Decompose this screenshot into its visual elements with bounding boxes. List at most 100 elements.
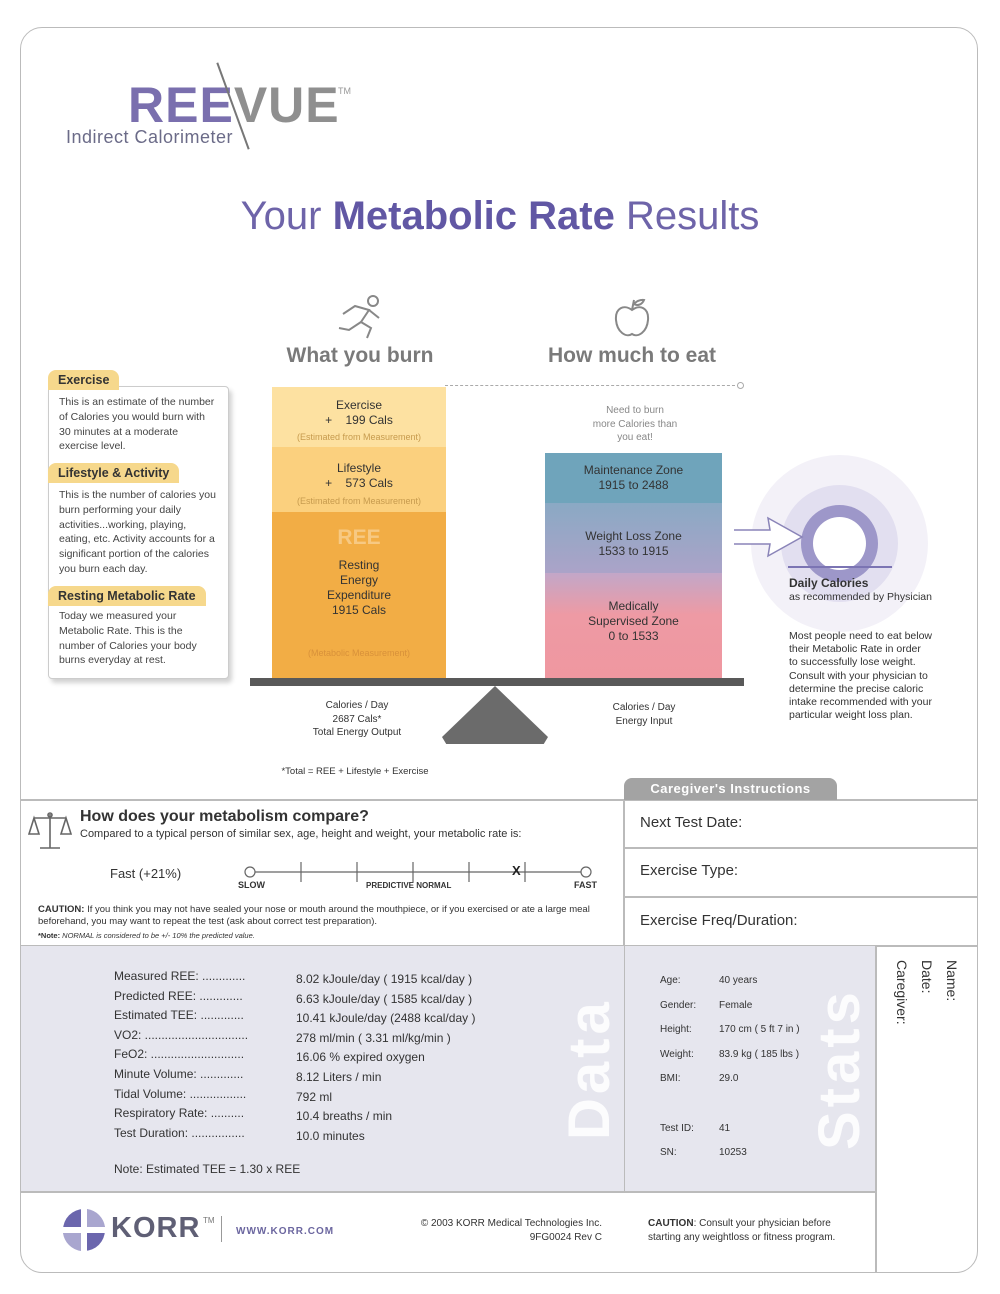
- caregiver-tab: Caregiver's Instructions: [624, 778, 837, 800]
- rmr-tab: Resting Metabolic Rate: [48, 586, 206, 606]
- data-row-value: 16.06 % expired oxygen: [296, 1050, 425, 1065]
- korr-logo-icon: [62, 1208, 106, 1257]
- ree-line-2: Energy: [339, 573, 379, 587]
- exercise-tab: Exercise: [48, 370, 120, 390]
- data-row-label: Respiratory Rate: ..........: [114, 1106, 245, 1121]
- stats-row-value: Female: [719, 999, 753, 1011]
- data-row-label: Minute Volume: .............: [114, 1067, 244, 1081]
- data-row: Minute Volume: ............. 8.12 Liters …: [114, 1067, 381, 1084]
- total-energy-output: Calories / Day 2687 Cals* Total Energy O…: [312, 700, 402, 738]
- data-row-label: FeO2: ............................: [114, 1047, 245, 1062]
- scale-fast-label: FAST: [574, 880, 598, 890]
- stats-row-label: BMI:: [660, 1073, 681, 1084]
- data-panel: [21, 946, 624, 1191]
- lifestyle-block: Lifestyle + 573 Cals (Estimated from Mea…: [272, 447, 446, 512]
- page-frame: [20, 27, 978, 1273]
- medical-zone-line-2: Supervised Zone: [588, 614, 679, 628]
- normal-note: *Note: NORMAL is considered to be +/- 10…: [38, 931, 255, 940]
- sn-value: 10253: [719, 1147, 747, 1158]
- divider-footer-top: [21, 1191, 876, 1193]
- balance-scale-icon: [27, 810, 73, 857]
- exercise-type-field[interactable]: Exercise Type:: [640, 862, 739, 879]
- lifestyle-block-note: (Estimated from Measurement): [296, 496, 422, 506]
- ree-line-4: 1915 Cals: [331, 603, 387, 617]
- divider-patient: [875, 945, 877, 1272]
- data-row: Test Duration: ................ 10.0 minu…: [114, 1126, 365, 1143]
- exercise-description: This is an estimate of the number of Cal…: [59, 396, 215, 453]
- stats-row-value: 83.9 kg ( 185 lbs ): [719, 1048, 800, 1060]
- weight-loss-zone-range: 1533 to 1915: [598, 544, 669, 558]
- medical-zone-range: 0 to 1533: [608, 629, 659, 643]
- data-row-value: 8.02 kJoule/day ( 1915 kcal/day ): [296, 972, 473, 986]
- ree-line-1: Resting: [338, 558, 380, 572]
- compare-subtitle: Compared to a typical person of similar …: [80, 828, 522, 840]
- copyright: © 2003 KORR Medical Technologies Inc. 9F…: [420, 1218, 602, 1243]
- stats-panel: [625, 946, 875, 1191]
- page-title: Your Metabolic Rate Results: [240, 194, 760, 238]
- daily-calories-subtitle: as recommended by Physician: [789, 591, 932, 603]
- patient-name-field[interactable]: Name:: [944, 960, 960, 1002]
- stats-row-value: 170 cm ( 5 ft 7 in ): [719, 1024, 800, 1035]
- data-row: Measured REE: ............. 8.02 kJoule/d…: [114, 969, 472, 986]
- stats-row: Age: 40 years: [660, 975, 757, 986]
- target-underline: [788, 566, 892, 568]
- compare-result: Fast (+21%): [110, 866, 182, 881]
- data-row-value: 10.0 minutes: [296, 1128, 365, 1143]
- ree-line-3: Expenditure: [326, 588, 392, 602]
- scale-normal-label: PREDICTIVE NORMAL: [366, 881, 452, 890]
- lifestyle-description: This is the number of calories you burn …: [59, 489, 216, 575]
- data-row-value: 10.41 kJoule/day (2488 kcal/day ): [296, 1011, 476, 1026]
- maintenance-zone: Maintenance Zone 1915 to 2488: [545, 453, 722, 503]
- divider-data-top: [21, 945, 978, 947]
- exercise-block-title: Exercise: [335, 398, 382, 412]
- total-footnote: *Total = REE + Lifestyle + Exercise: [281, 766, 429, 777]
- medical-zone-line-1: Medically: [608, 599, 659, 613]
- data-row-label: VO2: ...............................: [114, 1027, 249, 1042]
- test-caution: CAUTION: If you think you may not have s…: [38, 904, 590, 927]
- data-row-label: Tidal Volume: .................: [114, 1086, 247, 1101]
- tee-note: Note: Estimated TEE = 1.30 x REE: [114, 1162, 301, 1176]
- patient-caregiver-field[interactable]: Caregiver:: [894, 960, 910, 1025]
- maintenance-zone-range: 1915 to 2488: [598, 478, 669, 492]
- reevue-logo: REEVUE: [128, 77, 340, 133]
- divider-field-1: [624, 847, 978, 849]
- data-row: Predicted REE: ............. 6.63 kJoule/…: [114, 989, 472, 1006]
- stats-row-value: 29.0: [719, 1073, 739, 1084]
- scale-marker: X: [512, 863, 521, 878]
- scale-beam: [250, 678, 744, 686]
- stats-row: Weight: 83.9 kg ( 185 lbs ): [660, 1049, 799, 1060]
- lifestyle-tab: Lifestyle & Activity: [48, 463, 180, 483]
- data-row-value: 792 ml: [296, 1089, 333, 1104]
- stats-row-label: Gender:: [660, 999, 697, 1011]
- patient-date-field[interactable]: Date:: [919, 960, 935, 994]
- stats-row-label: Age:: [660, 975, 681, 986]
- medical-zone: Medically Supervised Zone 0 to 1533: [545, 573, 722, 678]
- next-test-date-field[interactable]: Next Test Date:: [640, 814, 743, 831]
- ree-block: REE Resting Energy Expenditure 1915 Cals…: [272, 512, 446, 678]
- what-you-burn-heading: What you burn: [286, 344, 434, 367]
- data-row: Tidal Volume: ................. 792 ml: [114, 1087, 332, 1104]
- runner-icon: [335, 294, 387, 345]
- scale-slow-label: SLOW: [238, 880, 265, 890]
- data-row: Respiratory Rate: .......... 10.4 breaths…: [114, 1106, 392, 1123]
- divider-compare-top: [21, 799, 978, 801]
- apple-icon: [612, 296, 652, 345]
- how-much-to-eat-heading: How much to eat: [547, 344, 716, 367]
- data-row-label: Measured REE: .............: [114, 969, 246, 983]
- metabolism-scale: [243, 858, 595, 889]
- daily-calories-title: Daily Calories: [789, 576, 869, 590]
- dashed-guide: [445, 385, 740, 386]
- weight-loss-zone: Weight Loss Zone 1533 to 1915: [545, 503, 722, 573]
- exercise-freq-field[interactable]: Exercise Freq/Duration:: [640, 912, 798, 929]
- korr-url-link[interactable]: WWW.KORR.COM: [236, 1226, 335, 1237]
- definitions-card: [48, 386, 229, 679]
- stats-row: BMI: 29.0: [660, 1073, 738, 1084]
- data-row-label: Predicted REE: .............: [114, 988, 243, 1003]
- exercise-block-cals: + 199 Cals: [325, 413, 393, 427]
- stats-row-label: Height:: [660, 1024, 692, 1035]
- data-row-value: 10.4 breaths / min: [296, 1109, 393, 1124]
- target-center: [813, 517, 866, 570]
- rmr-description: Today we measured your Metabolic Rate. T…: [59, 610, 197, 667]
- korr-brand: KORR: [111, 1212, 201, 1244]
- weight-loss-zone-title: Weight Loss Zone: [585, 529, 682, 543]
